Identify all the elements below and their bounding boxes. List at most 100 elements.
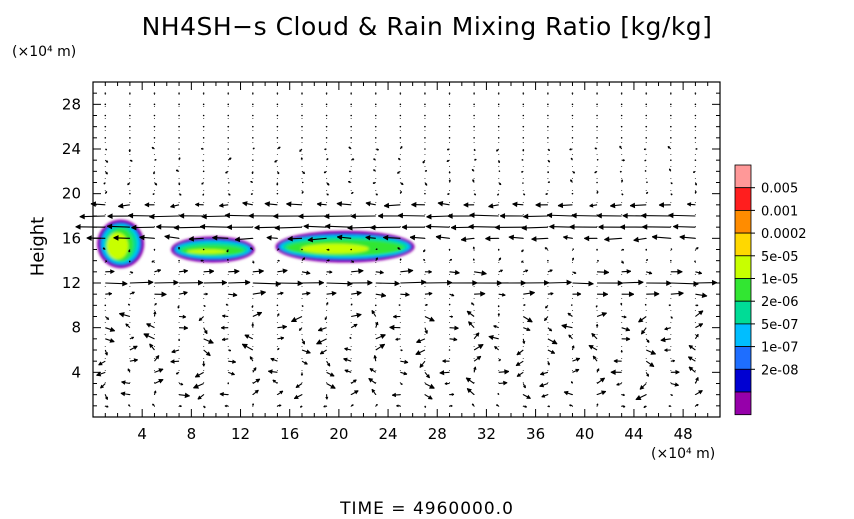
wind-vector: [203, 349, 211, 357]
wind-dot: [547, 259, 549, 262]
wind-vector: [368, 377, 377, 384]
wind-head: [365, 201, 371, 207]
wind-vector: [645, 191, 649, 195]
wind-vector: [522, 338, 526, 344]
wind-vector: [521, 159, 524, 161]
wind-head: [300, 157, 303, 160]
wind-vector: [498, 182, 502, 186]
wind-vector: [621, 269, 632, 274]
wind-vector: [277, 390, 284, 396]
wind-vector: [466, 388, 475, 396]
wind-vector: [391, 392, 401, 398]
wind-vector: [424, 269, 432, 274]
wind-vector: [348, 170, 352, 173]
wind-head: [100, 384, 105, 389]
wind-vector: [375, 148, 379, 151]
wind-head: [282, 324, 287, 330]
wind-head: [421, 279, 427, 286]
wind-vector: [301, 338, 306, 345]
wind-vector: [300, 157, 303, 161]
wind-dot: [694, 92, 697, 94]
wind-vector: [621, 393, 625, 397]
wind-vector: [200, 259, 204, 262]
wind-dot: [301, 125, 303, 128]
wind-head: [466, 388, 472, 394]
cloud-core: [301, 243, 369, 254]
wind-vector: [572, 291, 582, 297]
wind-head: [179, 213, 185, 219]
wind-head: [327, 248, 330, 251]
wind-vector: [227, 157, 232, 161]
wind-vector: [107, 223, 130, 230]
wind-vector: [129, 279, 154, 286]
wind-vector: [249, 356, 254, 362]
wind-vector: [547, 405, 550, 408]
wind-head: [453, 337, 458, 342]
wind-vector: [572, 271, 577, 274]
wind-head: [466, 310, 472, 316]
wind-dot: [645, 103, 648, 106]
wind-head: [177, 246, 181, 249]
wind-head: [106, 316, 110, 320]
wind-head: [566, 279, 572, 286]
wind-vector: [473, 158, 477, 161]
wind-vector: [545, 192, 549, 195]
wind-head: [219, 392, 224, 397]
wind-head: [158, 379, 164, 384]
wind-head: [687, 202, 692, 207]
wind-head: [641, 212, 647, 219]
wind-vector: [473, 343, 484, 351]
wind-head: [671, 394, 673, 396]
wind-vector: [143, 333, 155, 340]
wind-vector: [178, 268, 188, 274]
wind-vector: [646, 349, 656, 355]
wind-dot: [178, 114, 180, 117]
wind-vector: [277, 259, 280, 262]
wind-head: [596, 212, 602, 219]
wind-vector: [105, 260, 108, 263]
wind-dot: [571, 103, 574, 106]
wind-head: [127, 182, 130, 186]
wind-vector: [424, 303, 428, 307]
wind-dot: [571, 192, 574, 195]
wind-vector: [670, 280, 699, 287]
wind-dot: [473, 125, 475, 128]
wind-head: [375, 193, 378, 196]
wind-vector: [572, 170, 576, 174]
wind-head: [473, 149, 476, 152]
wind-vector: [298, 213, 327, 220]
wind-head: [276, 171, 280, 175]
wind-head: [595, 324, 599, 327]
wind-dot: [522, 114, 525, 117]
wind-vector: [694, 333, 699, 340]
wind-head: [287, 235, 293, 242]
wind-vector: [371, 310, 377, 317]
wind-vector: [596, 259, 599, 262]
wind-vector: [325, 302, 329, 306]
wind-head: [497, 392, 500, 395]
wind-vector: [668, 212, 696, 219]
wind-head: [179, 193, 182, 196]
wind-head: [571, 345, 575, 349]
colorbar-label: 0.0002: [761, 227, 807, 242]
wind-dot: [670, 92, 672, 94]
wind-head: [275, 280, 281, 287]
wind-head: [621, 193, 624, 196]
wind-vector: [515, 360, 524, 367]
wind-head: [628, 291, 635, 298]
wind-head: [351, 260, 355, 263]
wind-vector: [119, 312, 131, 318]
wind-vector: [516, 349, 524, 356]
wind-vector: [668, 168, 672, 172]
wind-vector: [463, 202, 475, 208]
wind-head: [494, 224, 500, 231]
wind-head: [299, 149, 302, 152]
wind-head: [278, 259, 280, 262]
wind-head: [472, 246, 476, 249]
wind-vector: [449, 293, 455, 297]
wind-vector: [449, 258, 453, 262]
wind-vector: [131, 224, 155, 231]
wind-head: [545, 192, 548, 195]
wind-head: [177, 306, 180, 309]
wind-vector: [351, 280, 373, 286]
